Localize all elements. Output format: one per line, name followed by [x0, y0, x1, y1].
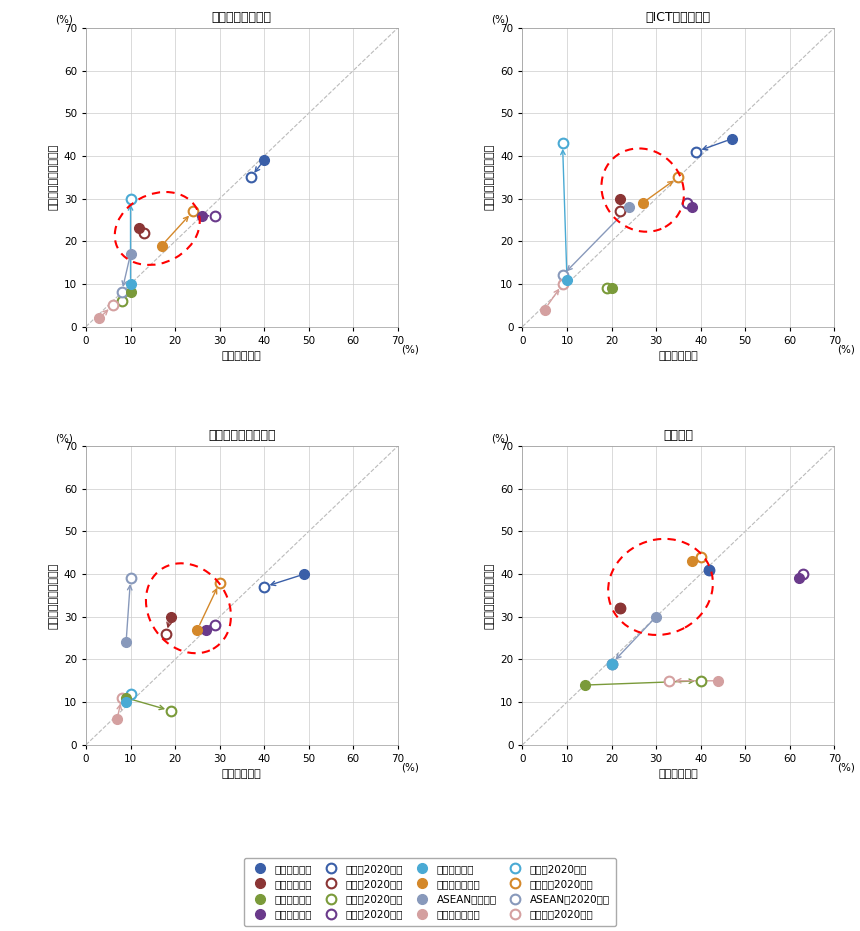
Title: 《通信・通信機器》: 《通信・通信機器》	[208, 429, 275, 442]
Y-axis label: 協調国・連携国の認識: 協調国・連携国の認識	[485, 562, 494, 628]
X-axis label: 競合国の認識: 競合国の認識	[222, 769, 261, 779]
Y-axis label: 協調国・連携国の認識: 協調国・連携国の認識	[485, 144, 494, 210]
Y-axis label: 協調国・連携国の認識: 協調国・連携国の認識	[48, 562, 58, 628]
Text: (%): (%)	[491, 433, 509, 443]
Text: (%): (%)	[55, 433, 73, 443]
Title: 《上位レイヤー》: 《上位レイヤー》	[212, 11, 272, 24]
Y-axis label: 協調国・連携国の認識: 協調国・連携国の認識	[48, 144, 58, 210]
Text: (%): (%)	[55, 15, 73, 25]
X-axis label: 競合国の認識: 競合国の認識	[659, 769, 698, 779]
Text: (%): (%)	[491, 15, 509, 25]
Title: 《ICTサービス》: 《ICTサービス》	[646, 11, 711, 24]
Text: (%): (%)	[838, 762, 855, 773]
Text: (%): (%)	[401, 762, 419, 773]
X-axis label: 競合国の認識: 競合国の認識	[222, 351, 261, 361]
X-axis label: 競合国の認識: 競合国の認識	[659, 351, 698, 361]
Text: (%): (%)	[401, 344, 419, 355]
Legend: 米国（現状）, 欧州（現状）, 韓国（現状）, 中国（現状）, 米国（2020年）, 欧州（2020年）, 韓国（2020年）, 中国（2020年）, 台湾（現: 米国（現状）, 欧州（現状）, 韓国（現状）, 中国（現状）, 米国（2020年…	[243, 857, 617, 925]
Title: 《端末》: 《端末》	[663, 429, 693, 442]
Text: (%): (%)	[838, 344, 855, 355]
